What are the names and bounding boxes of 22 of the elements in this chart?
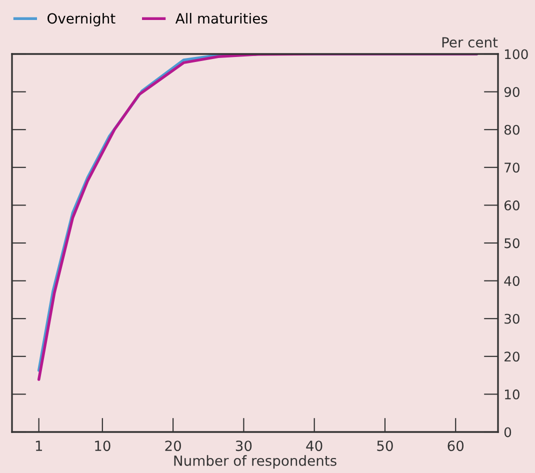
y-tick-label: 60 [504, 200, 520, 210]
x-tick-label: 50 [377, 440, 393, 452]
y-tick-label: 70 [504, 162, 520, 173]
y-tick-label: 90 [504, 87, 520, 97]
x-tick-label: 40 [306, 440, 322, 452]
x-tick-label: 1 [36, 440, 42, 451]
y-tick-label: 0 [504, 427, 512, 438]
y-tick-label: 10 [505, 389, 520, 400]
x-tick-label: 60 [448, 440, 464, 452]
x-tick-label: 30 [236, 440, 252, 452]
y-tick-label: 50 [504, 238, 520, 248]
y-axis-title: Per cent [442, 37, 498, 48]
y-tick-label: 80 [504, 124, 520, 135]
y-tick-label: 30 [504, 314, 520, 324]
x-axis-title: Number of respondents [174, 455, 336, 469]
x-tick-label: 10 [95, 440, 110, 452]
legend-label: All maturities [175, 12, 268, 24]
y-tick-label: 100 [505, 49, 528, 60]
y-tick-label: 20 [504, 352, 520, 362]
y-tick-label: 40 [504, 276, 520, 286]
x-tick-label: 20 [165, 440, 181, 452]
legend-label: Overnight [48, 12, 116, 26]
